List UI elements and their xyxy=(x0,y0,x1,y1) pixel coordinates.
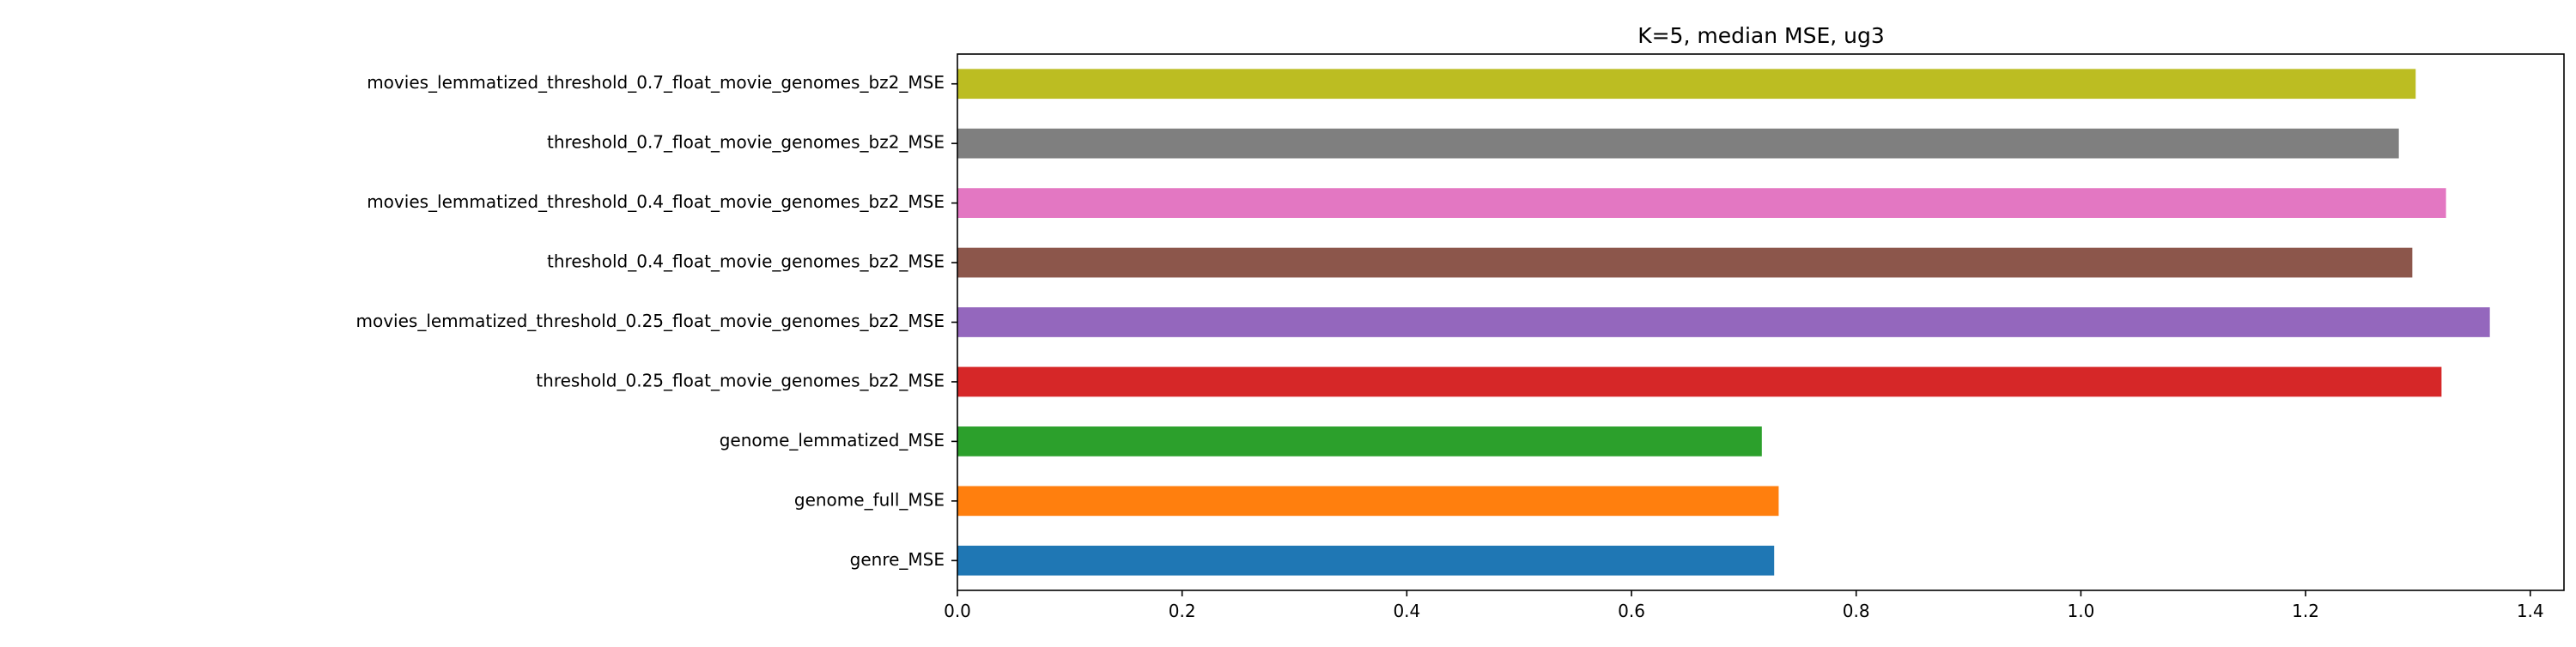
x-tick-label: 1.4 xyxy=(2517,601,2544,621)
x-axis: 0.0 0.2 0.4 0.6 0.8 1.0 1.2 1.4 xyxy=(944,590,2544,621)
y-tick-label: threshold_0.7_float_movie_genomes_bz2_MS… xyxy=(547,132,945,153)
y-tick-label: threshold_0.25_float_movie_genomes_bz2_M… xyxy=(536,370,945,390)
bar xyxy=(957,69,2416,100)
x-tick-label: 1.2 xyxy=(2292,601,2319,621)
x-tick-label: 0.8 xyxy=(1843,601,1870,621)
x-tick-label: 1.0 xyxy=(2067,601,2094,621)
bar xyxy=(957,486,1779,517)
bar xyxy=(957,366,2442,397)
x-tick-label: 0.0 xyxy=(944,601,971,621)
y-tick-label: genome_full_MSE xyxy=(794,489,945,510)
bar xyxy=(957,247,2413,278)
x-tick-label: 0.4 xyxy=(1393,601,1420,621)
plot-frame xyxy=(957,53,2565,591)
bar xyxy=(957,128,2399,159)
x-tick-label: 0.2 xyxy=(1169,601,1196,621)
bar xyxy=(957,307,2490,337)
bar xyxy=(957,426,1762,457)
chart-title: K=5, median MSE, ug3 xyxy=(1637,23,1885,48)
y-tick-label: threshold_0.4_float_movie_genomes_bz2_MS… xyxy=(547,251,945,272)
x-tick-label: 0.6 xyxy=(1618,601,1645,621)
y-tick-label: genome_lemmatized_MSE xyxy=(720,430,945,450)
bars-layer xyxy=(957,69,2490,576)
y-tick-label: movies_lemmatized_threshold_0.25_float_m… xyxy=(355,311,945,331)
y-tick-label: movies_lemmatized_threshold_0.7_float_mo… xyxy=(367,72,945,93)
bar xyxy=(957,188,2446,218)
y-tick-label: genre_MSE xyxy=(850,549,945,570)
y-tick-label: movies_lemmatized_threshold_0.4_float_mo… xyxy=(367,191,945,212)
y-axis: genre_MSE genome_full_MSE genome_lemmatize… xyxy=(355,72,957,570)
bar xyxy=(957,545,1775,576)
